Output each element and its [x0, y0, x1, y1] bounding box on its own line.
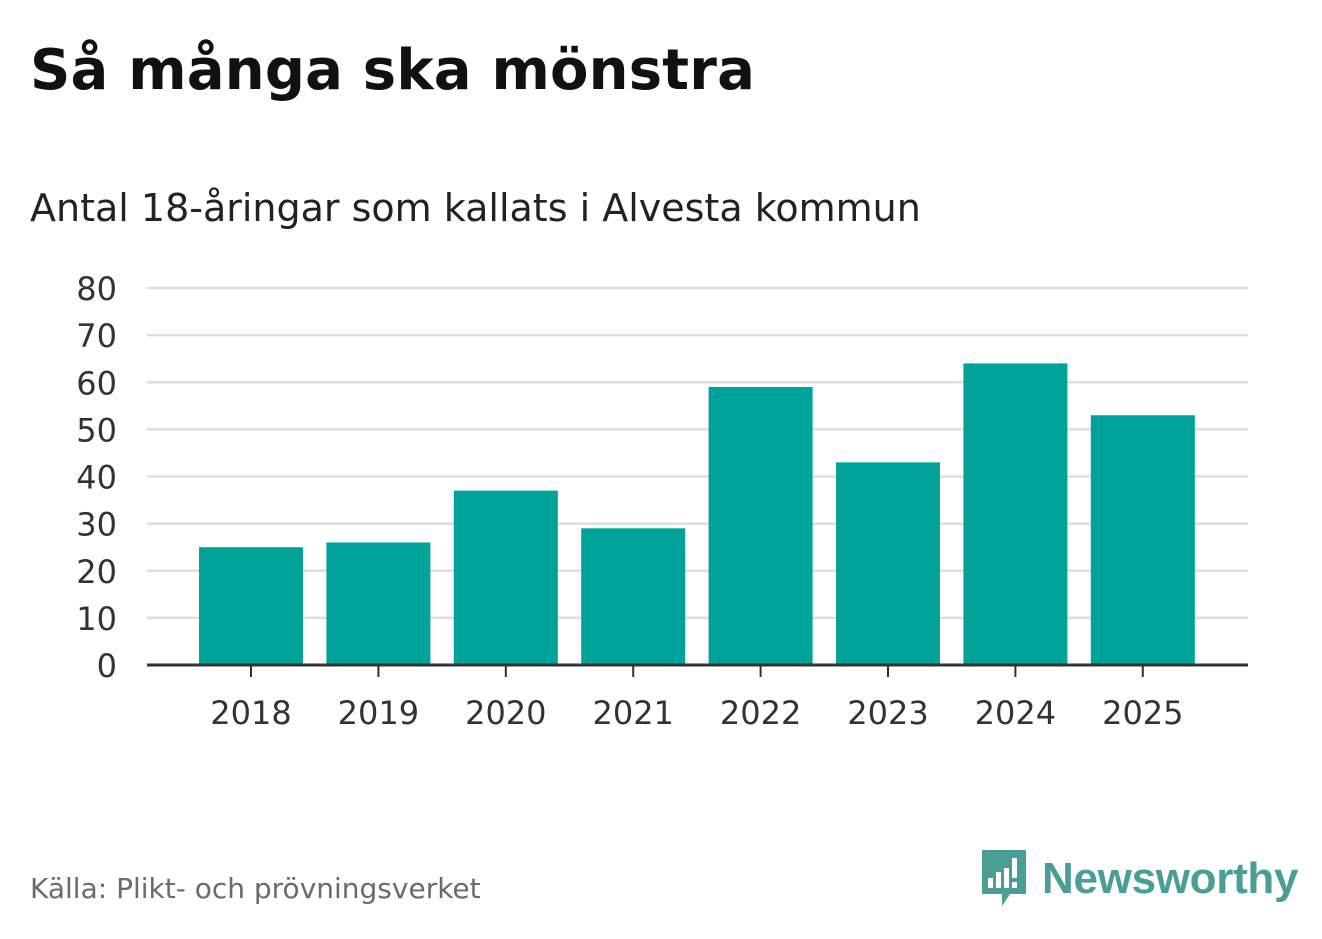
source-note: Källa: Plikt- och prövningsverket [30, 872, 481, 905]
x-axis [147, 663, 1248, 677]
brand-logo: Newsworthy [980, 848, 1298, 910]
y-tick-label: 70 [76, 317, 117, 355]
y-tick-label: 20 [76, 553, 117, 591]
bar [963, 363, 1068, 665]
x-tick-label: 2018 [210, 694, 291, 732]
x-tick-label: 2025 [1102, 694, 1183, 732]
bars [199, 363, 1195, 665]
bar [708, 386, 813, 665]
y-tick-label: 80 [76, 270, 117, 308]
y-tick-label: 10 [76, 600, 117, 638]
y-tick-label: 0 [97, 647, 117, 685]
y-axis-tick-labels: 0 10 20 30 40 50 60 70 80 [76, 270, 117, 685]
x-tick-label: 2019 [338, 694, 419, 732]
chart-title: Så många ska mönstra [30, 38, 756, 103]
x-tick-label: 2024 [975, 694, 1056, 732]
brand-name: Newsworthy [1042, 854, 1299, 903]
y-tick-label: 30 [76, 506, 117, 544]
bar [836, 462, 940, 665]
bar [1090, 415, 1195, 665]
x-axis-tick-labels: 2018 2019 2020 2021 2022 2023 2024 2025 [210, 694, 1183, 732]
y-tick-label: 40 [76, 459, 117, 497]
x-tick-label: 2022 [720, 694, 801, 732]
newsworthy-logo-icon [982, 850, 1026, 906]
x-tick-label: 2021 [592, 694, 673, 732]
y-tick-label: 50 [76, 411, 117, 449]
x-tick-label: 2020 [465, 694, 546, 732]
x-tick-label: 2023 [847, 694, 928, 732]
bar [199, 547, 303, 665]
y-tick-label: 60 [76, 364, 117, 402]
bar [453, 490, 558, 665]
gridlines [147, 286, 1248, 620]
bar [581, 528, 686, 665]
bar [326, 542, 431, 665]
chart-subtitle: Antal 18-åringar som kallats i Alvesta k… [30, 186, 921, 230]
